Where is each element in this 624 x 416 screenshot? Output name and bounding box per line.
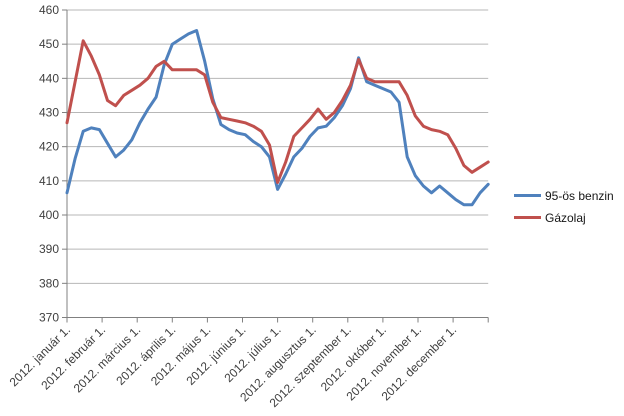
y-axis-label: 450 — [39, 37, 59, 51]
y-axis-label: 380 — [39, 276, 59, 290]
series-line-benzin — [65, 29, 490, 207]
y-axis-label: 460 — [39, 3, 59, 17]
y-axis-label: 390 — [39, 242, 59, 256]
y-axis-label: 430 — [39, 106, 59, 120]
legend-label-gazolaj: Gázolaj — [545, 210, 586, 225]
legend-item-gazolaj: Gázolaj — [514, 210, 614, 225]
y-axis-label: 370 — [39, 311, 59, 325]
legend-item-benzin: 95-ös benzin — [514, 188, 614, 203]
benzin-line-swatch — [514, 194, 541, 197]
series-line-gazolaj — [65, 39, 490, 184]
legend-label-benzin: 95-ös benzin — [545, 188, 614, 203]
legend: 95-ös benzin Gázolaj — [514, 188, 614, 225]
y-axis-label: 420 — [39, 140, 59, 154]
y-axis-label: 440 — [39, 71, 59, 85]
y-axis-label: 410 — [39, 174, 59, 188]
x-axis-label: 2012. január 1. — [7, 323, 74, 390]
y-axis-label: 400 — [39, 208, 59, 222]
gazolaj-line-swatch — [514, 216, 541, 219]
